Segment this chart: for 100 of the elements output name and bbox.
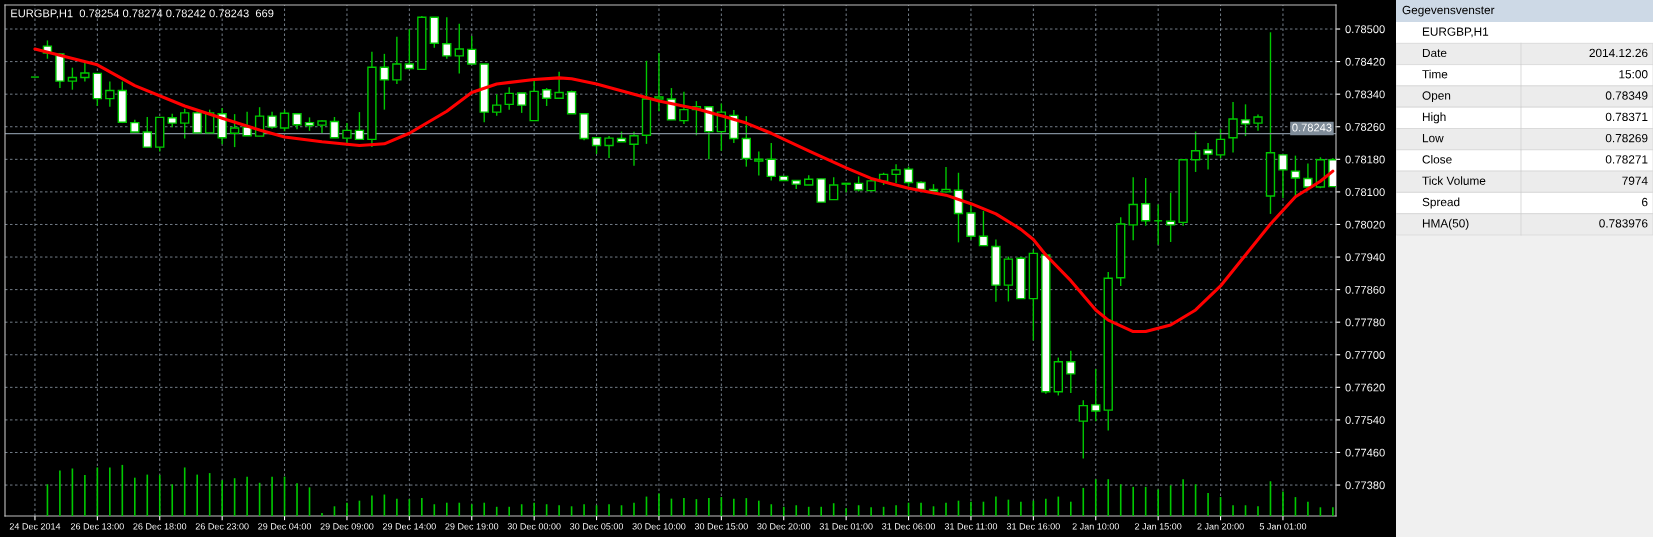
x-tick-label: 30 Dec 00:00	[507, 523, 561, 530]
candlestick	[242, 110, 252, 137]
candlestick	[504, 86, 514, 111]
candlestick	[1228, 101, 1238, 154]
candlestick	[1278, 154, 1288, 199]
candlestick	[816, 178, 826, 203]
x-tick-label: 5 Jan 01:00	[1259, 523, 1307, 530]
text: 0.78271	[1605, 155, 1648, 164]
text: Date	[1422, 48, 1447, 58]
candlestick	[392, 36, 402, 85]
line-series	[33, 47, 1335, 334]
text: Tick Volume	[1422, 176, 1486, 185]
y-tick-label: 0.77460	[1345, 448, 1385, 457]
text: 0.78269	[1605, 133, 1648, 143]
text: EURGBP,H1	[1422, 27, 1489, 38]
text: Gegevensvenster	[1402, 5, 1495, 17]
candlestick	[554, 71, 564, 99]
candlestick	[941, 166, 951, 193]
candlestick	[329, 116, 340, 139]
candlestick	[105, 80, 115, 108]
candlestick	[1240, 103, 1251, 137]
candlestick	[1290, 154, 1301, 198]
y-tick-label: 0.78100	[1345, 188, 1385, 197]
candlestick	[67, 67, 78, 91]
candlestick	[966, 204, 976, 241]
candlestick	[1165, 192, 1176, 243]
y-tick-label: 0.78420	[1345, 57, 1385, 66]
x-tick-label: 29 Dec 09:00	[320, 523, 374, 530]
candlestick	[229, 113, 240, 148]
candlestick	[180, 108, 190, 140]
x-tick-label: 31 Dec 01:00	[819, 523, 873, 530]
candlestick	[404, 28, 415, 70]
text: 2014.12.26	[1589, 48, 1648, 58]
candlestick	[516, 92, 527, 114]
x-tick-label: 26 Dec 13:00	[70, 523, 124, 530]
x-tick-label: 31 Dec 16:00	[1006, 523, 1060, 530]
candlestick	[1140, 177, 1151, 227]
ref-line-label: 0.78243	[1292, 123, 1332, 132]
candlestick	[342, 122, 352, 145]
candlestick	[279, 109, 290, 132]
y-tick-label: 0.77940	[1345, 253, 1385, 262]
candlestick	[80, 61, 90, 83]
x-tick-label: 26 Dec 23:00	[195, 523, 249, 530]
candlestick	[679, 91, 689, 125]
text: Time	[1422, 69, 1448, 79]
x-tick-label: 31 Dec 06:00	[882, 523, 936, 530]
y-tick-label: 0.78180	[1345, 155, 1385, 164]
candlestick	[754, 150, 764, 177]
candlestick	[1091, 368, 1101, 422]
y-tick-label: 0.77780	[1345, 318, 1385, 327]
candlestick	[492, 93, 502, 117]
candlestick	[654, 52, 664, 112]
text: Spread	[1422, 197, 1460, 209]
y-tick-label: 0.77620	[1345, 383, 1385, 392]
x-tick-label: 30 Dec 15:00	[694, 523, 748, 530]
x-tick-label: 30 Dec 05:00	[570, 523, 624, 530]
candlestick	[467, 35, 477, 65]
text: High	[1422, 112, 1446, 124]
y-tick-label: 0.77860	[1345, 285, 1385, 294]
text: Low	[1422, 134, 1444, 143]
text: 0.78371	[1605, 112, 1648, 122]
candlestick	[1203, 142, 1213, 171]
candlestick	[828, 176, 839, 201]
y-tick-label: 0.78020	[1345, 220, 1385, 229]
x-tick-label: 30 Dec 20:00	[757, 523, 811, 530]
y-tick-label: 0.78260	[1345, 123, 1385, 131]
chart-title: EURGBP,H1 0.78254 0.78274 0.78242 0.78243 669	[11, 9, 274, 19]
candlestick	[192, 110, 202, 134]
y-tick-label: 0.78500	[1345, 25, 1385, 34]
candlestick	[1128, 176, 1138, 242]
x-tick-label: 30 Dec 10:00	[632, 523, 686, 530]
text: Close	[1422, 154, 1452, 164]
x-tick-label: 24 Dec 2014	[9, 523, 61, 530]
y-tick-label: 0.77380	[1345, 481, 1385, 490]
y-tick-label: 0.77700	[1345, 351, 1385, 359]
x-tick-label: 29 Dec 19:00	[445, 523, 499, 530]
x-tick-label: 2 Jan 20:00	[1197, 523, 1244, 530]
text: 15:00	[1619, 70, 1648, 79]
candlestick	[1066, 349, 1076, 394]
candlestick	[1215, 128, 1226, 159]
y-tick-label: 0.77540	[1345, 416, 1385, 425]
text: 6	[1642, 197, 1648, 207]
text: Open	[1422, 91, 1451, 103]
y-tick-label: 0.78340	[1345, 90, 1385, 99]
candlestick	[354, 111, 365, 141]
x-tick-label: 29 Dec 14:00	[382, 523, 436, 530]
candlestick	[766, 142, 776, 182]
x-tick-label: 26 Dec 18:00	[133, 523, 187, 530]
candlestick	[629, 130, 639, 167]
candlestick	[379, 53, 390, 111]
candlestick	[604, 135, 614, 159]
candlestick	[142, 116, 152, 148]
candlestick	[841, 182, 851, 193]
candlestick	[442, 16, 452, 60]
candlestick	[903, 165, 914, 188]
text: 7974	[1622, 176, 1648, 185]
candlestick	[891, 163, 901, 184]
x-tick-label: 29 Dec 04:00	[258, 523, 312, 530]
candlestick	[1078, 399, 1088, 460]
candlestick	[741, 115, 752, 168]
